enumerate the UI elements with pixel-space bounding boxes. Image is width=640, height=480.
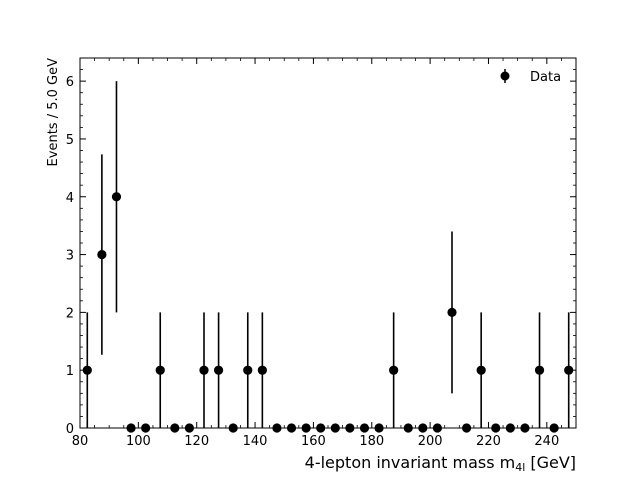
data-point bbox=[476, 365, 486, 375]
data-point bbox=[564, 365, 574, 375]
y-tick-labels: 0 1 2 3 4 5 6 bbox=[66, 75, 74, 437]
legend-marker bbox=[500, 71, 510, 81]
plot-area bbox=[80, 58, 576, 428]
x-tick-label: 100 bbox=[126, 434, 151, 449]
data-point bbox=[389, 365, 399, 375]
data-point bbox=[447, 307, 457, 317]
y-tick-label: 2 bbox=[66, 306, 74, 321]
x-tick-label: 180 bbox=[359, 434, 384, 449]
x-tick-label: 80 bbox=[72, 434, 89, 449]
data-point bbox=[155, 365, 165, 375]
x-axis-title-subscript: 4l bbox=[515, 461, 525, 474]
data-point bbox=[213, 365, 224, 375]
y-tick-label: 6 bbox=[66, 75, 74, 90]
data-point bbox=[257, 365, 267, 375]
y-tick-label: 4 bbox=[66, 191, 74, 206]
y-axis-title: Events / 5.0 GeV bbox=[46, 58, 61, 167]
legend: Data bbox=[500, 69, 561, 85]
data-point bbox=[534, 365, 545, 375]
x-tick-label: 240 bbox=[534, 434, 559, 449]
x-axis-title-main: 4-lepton invariant mass m bbox=[305, 453, 516, 472]
data-point bbox=[243, 365, 253, 375]
y-tick-label: 3 bbox=[66, 249, 74, 264]
plot-frame bbox=[79, 57, 577, 429]
x-axis-title: 4-lepton invariant mass m4l [GeV] bbox=[305, 453, 576, 474]
data-point bbox=[199, 365, 209, 375]
data-point bbox=[111, 192, 122, 202]
x-axis-title-unit: [GeV] bbox=[530, 453, 576, 472]
x-tick-label: 120 bbox=[184, 434, 209, 449]
x-tick-label: 160 bbox=[301, 434, 326, 449]
data-point bbox=[82, 365, 92, 375]
y-tick-label: 1 bbox=[66, 364, 74, 379]
legend-label-data: Data bbox=[530, 70, 561, 85]
x-tick-label: 220 bbox=[476, 434, 501, 449]
x-tick-label: 140 bbox=[243, 434, 268, 449]
x-tick-label: 200 bbox=[418, 434, 443, 449]
y-tick-label: 5 bbox=[66, 133, 74, 148]
y-tick-label: 0 bbox=[66, 422, 74, 437]
x-tick-labels: 80 100 120 140 160 180 200 220 240 bbox=[72, 434, 560, 449]
data-point bbox=[97, 249, 107, 260]
